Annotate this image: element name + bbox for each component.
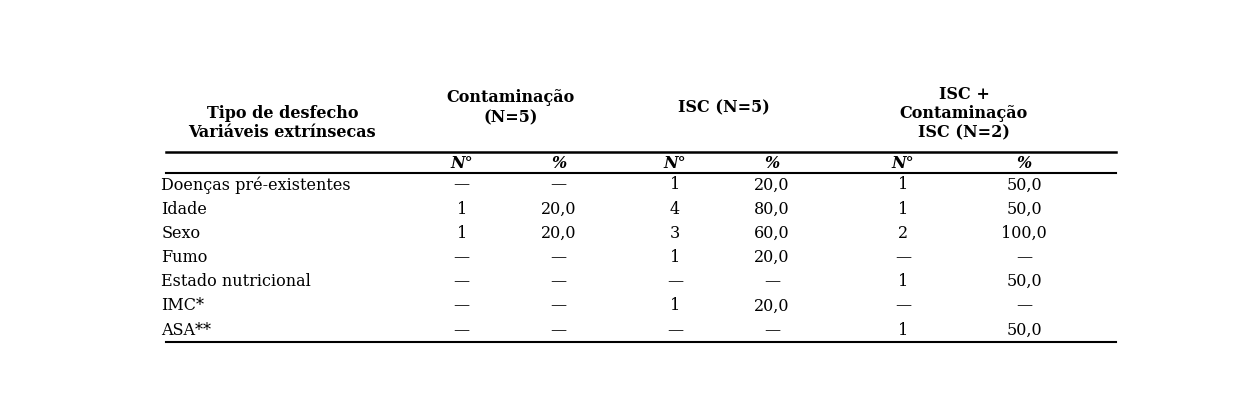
Text: 50,0: 50,0 (1006, 200, 1042, 218)
Text: Fumo: Fumo (161, 249, 208, 266)
Text: 20,0: 20,0 (754, 249, 789, 266)
Text: —: — (667, 273, 683, 290)
Text: N°: N° (892, 155, 914, 172)
Text: —: — (550, 298, 567, 314)
Text: IMC*: IMC* (161, 298, 204, 314)
Text: —: — (550, 176, 567, 193)
Text: —: — (454, 321, 470, 339)
Text: 20,0: 20,0 (540, 200, 577, 218)
Text: 50,0: 50,0 (1006, 273, 1042, 290)
Text: 50,0: 50,0 (1006, 176, 1042, 193)
Text: 60,0: 60,0 (754, 225, 789, 242)
Text: —: — (454, 273, 470, 290)
Text: ISC +
Contaminação
ISC (N=2): ISC + Contaminação ISC (N=2) (899, 86, 1028, 142)
Text: 1: 1 (671, 176, 681, 193)
Text: —: — (1016, 298, 1032, 314)
Text: 4: 4 (671, 200, 681, 218)
Text: —: — (764, 321, 781, 339)
Text: 1: 1 (898, 200, 908, 218)
Text: —: — (550, 273, 567, 290)
Text: 1: 1 (671, 298, 681, 314)
Text: 20,0: 20,0 (754, 298, 789, 314)
Text: N°: N° (450, 155, 473, 172)
Text: 100,0: 100,0 (1001, 225, 1047, 242)
Text: N°: N° (664, 155, 687, 172)
Text: —: — (550, 249, 567, 266)
Text: —: — (764, 273, 781, 290)
Text: %: % (764, 155, 779, 172)
Text: 1: 1 (898, 273, 908, 290)
Text: —: — (1016, 249, 1032, 266)
Text: ASA**: ASA** (161, 321, 211, 339)
Text: 1: 1 (457, 225, 467, 242)
Text: Sexo: Sexo (161, 225, 200, 242)
Text: Tipo de desfecho
Variáveis extrínsecas: Tipo de desfecho Variáveis extrínsecas (189, 105, 377, 141)
Text: %: % (1017, 155, 1032, 172)
Text: Idade: Idade (161, 200, 208, 218)
Text: 20,0: 20,0 (754, 176, 789, 193)
Text: 1: 1 (457, 200, 467, 218)
Text: 1: 1 (898, 176, 908, 193)
Text: —: — (550, 321, 567, 339)
Text: 50,0: 50,0 (1006, 321, 1042, 339)
Text: —: — (454, 249, 470, 266)
Text: 2: 2 (898, 225, 908, 242)
Text: 20,0: 20,0 (540, 225, 577, 242)
Text: %: % (552, 155, 567, 172)
Text: ISC (N=5): ISC (N=5) (678, 99, 769, 116)
Text: Doenças pré-existentes: Doenças pré-existentes (161, 176, 350, 194)
Text: 80,0: 80,0 (754, 200, 789, 218)
Text: —: — (667, 321, 683, 339)
Text: —: — (454, 176, 470, 193)
Text: —: — (894, 298, 911, 314)
Text: —: — (454, 298, 470, 314)
Text: 3: 3 (671, 225, 681, 242)
Text: 1: 1 (671, 249, 681, 266)
Text: —: — (894, 249, 911, 266)
Text: Contaminação
(N=5): Contaminação (N=5) (447, 89, 574, 126)
Text: 1: 1 (898, 321, 908, 339)
Text: Estado nutricional: Estado nutricional (161, 273, 311, 290)
